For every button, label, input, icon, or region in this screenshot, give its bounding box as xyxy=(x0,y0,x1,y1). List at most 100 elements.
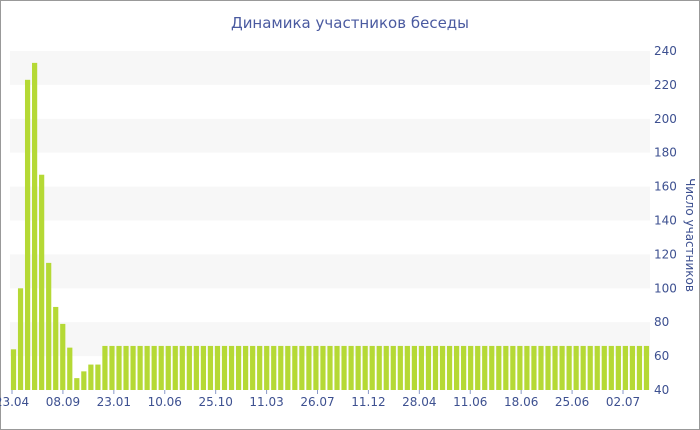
y-tick-label: 240 xyxy=(654,44,677,58)
x-tick-label: 18.06 xyxy=(504,395,538,409)
bar xyxy=(348,345,354,390)
bar xyxy=(285,345,291,390)
grid-band xyxy=(10,51,650,85)
bar xyxy=(235,345,242,390)
bar xyxy=(172,345,178,390)
bar xyxy=(158,345,164,390)
bar xyxy=(109,345,115,390)
bar xyxy=(334,345,340,390)
bar xyxy=(67,347,73,391)
bar xyxy=(369,345,375,390)
bar xyxy=(53,306,59,390)
bar xyxy=(130,345,136,390)
bar xyxy=(397,345,403,390)
bar xyxy=(524,345,530,390)
bar xyxy=(88,364,94,390)
x-tick-label: 28.04 xyxy=(402,395,436,409)
bar xyxy=(137,345,143,390)
bar xyxy=(468,345,474,390)
bar xyxy=(214,345,221,390)
bar xyxy=(278,345,284,390)
bar xyxy=(186,345,192,390)
bar xyxy=(179,345,185,390)
bar xyxy=(559,345,565,390)
y-tick-label: 60 xyxy=(654,349,669,363)
bar xyxy=(404,345,410,390)
grid-bands xyxy=(10,51,650,357)
bar xyxy=(32,62,38,391)
grid-band xyxy=(10,254,650,289)
y-tick-label: 220 xyxy=(654,78,677,92)
bar xyxy=(123,345,129,390)
x-tick-label: 26.07 xyxy=(300,395,334,409)
bar xyxy=(425,345,432,390)
bar xyxy=(228,345,235,390)
y-tick-label: 200 xyxy=(654,112,677,126)
x-tick-label: 23.04 xyxy=(0,395,29,409)
grid-band xyxy=(10,118,650,153)
bar xyxy=(320,345,326,390)
bar xyxy=(243,345,249,390)
x-axis-ticks: 23.04 08.09 23.01 10.06 25.10 11.03 26.07 11.12… xyxy=(0,390,640,409)
bar xyxy=(250,345,256,390)
y-tick-label: 140 xyxy=(654,214,677,228)
chart-title: Динамика участников беседы xyxy=(231,14,469,32)
bar xyxy=(102,345,108,390)
bar xyxy=(587,345,593,390)
bar xyxy=(383,345,389,390)
bar xyxy=(144,345,150,390)
bar xyxy=(432,345,439,390)
bar xyxy=(643,345,650,390)
bar xyxy=(313,345,319,390)
bar xyxy=(376,345,382,390)
bar xyxy=(629,345,636,390)
bar xyxy=(608,345,614,390)
bar xyxy=(362,345,368,390)
x-tick-label: 02.07 xyxy=(606,395,640,409)
bar xyxy=(573,345,579,390)
x-tick-label: 25.06 xyxy=(555,395,589,409)
bar xyxy=(510,345,516,390)
grid-band xyxy=(10,186,650,221)
bar xyxy=(552,345,558,390)
bar xyxy=(446,345,453,390)
bar xyxy=(151,345,157,390)
bar xyxy=(116,345,122,390)
bar xyxy=(74,378,80,390)
bar xyxy=(341,345,347,390)
bar xyxy=(292,345,298,390)
y-tick-label: 180 xyxy=(654,146,677,160)
bar xyxy=(545,345,551,390)
bar xyxy=(17,288,24,390)
y-tick-label: 80 xyxy=(654,315,669,329)
x-tick-label: 23.01 xyxy=(97,395,131,409)
bar xyxy=(622,345,628,390)
x-tick-label: 10.06 xyxy=(148,395,182,409)
bar xyxy=(496,345,502,390)
bar xyxy=(271,345,277,390)
bar xyxy=(418,345,425,390)
bar xyxy=(411,345,417,390)
bar xyxy=(193,345,199,390)
bar xyxy=(95,364,101,390)
bar xyxy=(207,345,214,390)
bar xyxy=(200,345,206,390)
bar xyxy=(24,79,31,390)
bar xyxy=(594,345,600,390)
x-tick-label: 08.09 xyxy=(46,395,80,409)
bar xyxy=(566,345,572,390)
bar xyxy=(60,323,66,390)
bar xyxy=(299,345,305,390)
bar-series xyxy=(10,62,650,391)
bar xyxy=(453,345,460,390)
bar xyxy=(517,345,523,390)
x-tick-label: 11.03 xyxy=(249,395,283,409)
bar xyxy=(327,345,333,390)
y-axis-ticks: 40 60 80 100 120 140 160 180 200 220 240 xyxy=(654,44,677,397)
bar xyxy=(81,371,87,390)
bar xyxy=(615,345,621,390)
bar xyxy=(221,345,228,390)
bar xyxy=(538,345,544,390)
bar xyxy=(439,345,446,390)
